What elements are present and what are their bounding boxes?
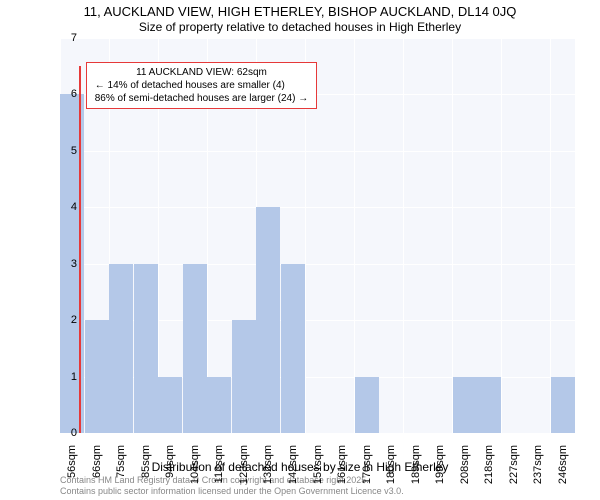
x-tick-label: 237sqm (532, 445, 544, 495)
grid-line-v (403, 38, 404, 433)
chart-title-address: 11, AUCKLAND VIEW, HIGH ETHERLEY, BISHOP… (0, 4, 600, 19)
x-tick-label: 132sqm (262, 445, 274, 495)
x-tick-label: 208sqm (459, 445, 471, 495)
chart-title-subtitle: Size of property relative to detached ho… (0, 20, 600, 34)
chart-area: 11 AUCKLAND VIEW: 62sqm← 14% of detached… (60, 38, 575, 433)
y-tick-label: 4 (71, 201, 77, 213)
x-tick-label: 142sqm (287, 445, 299, 495)
x-tick-label: 113sqm (213, 445, 225, 495)
histogram-bar (551, 377, 575, 433)
annotation-box: 11 AUCKLAND VIEW: 62sqm← 14% of detached… (86, 62, 317, 109)
histogram-bar (158, 377, 182, 433)
x-tick-label: 94sqm (164, 445, 176, 495)
grid-line-v (452, 38, 453, 433)
x-tick-label: 170sqm (361, 445, 373, 495)
x-tick-label: 151sqm (312, 445, 324, 495)
x-tick-label: 66sqm (91, 445, 103, 495)
y-tick-label: 6 (71, 88, 77, 100)
grid-line-v (501, 38, 502, 433)
attribution-line1: Contains HM Land Registry data © Crown c… (60, 475, 404, 487)
histogram-bar (256, 207, 280, 433)
y-tick-label: 5 (71, 145, 77, 157)
y-tick-label: 1 (71, 371, 77, 383)
annotation-line3: 86% of semi-detached houses are larger (… (95, 92, 308, 105)
x-tick-label: 246sqm (557, 445, 569, 495)
histogram-bar (134, 264, 158, 433)
annotation-line1: 11 AUCKLAND VIEW: 62sqm (95, 66, 308, 79)
reference-line (79, 66, 82, 433)
x-tick-label: 85sqm (140, 445, 152, 495)
grid-line-v (550, 38, 551, 433)
histogram-bar (477, 377, 501, 433)
x-tick-label: 56sqm (66, 445, 78, 495)
histogram-bar (232, 320, 256, 433)
histogram-bar (183, 264, 207, 433)
x-tick-label: 123sqm (238, 445, 250, 495)
y-tick-label: 2 (71, 314, 77, 326)
x-tick-label: 199sqm (434, 445, 446, 495)
attribution-text: Contains HM Land Registry data © Crown c… (60, 475, 404, 498)
histogram-bar (453, 377, 477, 433)
x-tick-label: 180sqm (385, 445, 397, 495)
x-tick-label: 161sqm (336, 445, 348, 495)
histogram-bar (85, 320, 109, 433)
x-tick-label: 189sqm (410, 445, 422, 495)
grid-line-h (60, 38, 575, 39)
y-tick-label: 3 (71, 258, 77, 270)
x-tick-label: 218sqm (483, 445, 495, 495)
histogram-bar (207, 377, 231, 433)
x-tick-label: 75sqm (115, 445, 127, 495)
attribution-line2: Contains public sector information licen… (60, 486, 404, 498)
annotation-line2: ← 14% of detached houses are smaller (4) (95, 79, 308, 92)
grid-line-h (60, 151, 575, 152)
x-tick-label: 104sqm (189, 445, 201, 495)
x-tick-label: 227sqm (508, 445, 520, 495)
histogram-bar (281, 264, 305, 433)
y-tick-label: 7 (71, 32, 77, 44)
y-tick-label: 0 (71, 427, 77, 439)
histogram-bar (109, 264, 133, 433)
grid-line-h (60, 433, 575, 434)
grid-line-h (60, 207, 575, 208)
grid-line-v (354, 38, 355, 433)
histogram-bar (355, 377, 379, 433)
